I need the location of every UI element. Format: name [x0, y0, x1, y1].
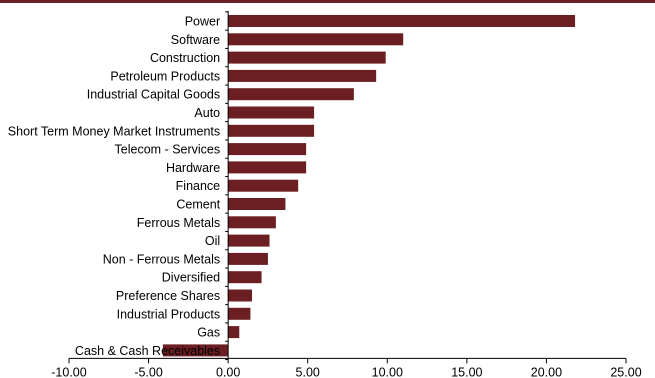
category-label-4: Industrial Capital Goods	[87, 88, 220, 102]
bar-4	[228, 88, 354, 101]
category-label-5: Auto	[194, 106, 220, 120]
x-tick-label-6: 20.00	[531, 365, 562, 378]
x-tick-label-4: 10.00	[372, 365, 403, 378]
bar-5	[228, 106, 315, 119]
x-tick-label-5: 15.00	[451, 365, 482, 378]
category-label-15: Preference Shares	[116, 289, 220, 303]
tick-labels-group: -10.00 -5.00 0.00 5.00 10.00 15.00 20.00 25.00	[51, 365, 641, 378]
category-label-10: Cement	[176, 198, 220, 212]
category-label-11: Ferrous Metals	[137, 216, 220, 230]
bar-0	[228, 15, 576, 27]
bar-15	[228, 289, 253, 302]
bar-13	[228, 252, 268, 265]
bar-6	[228, 124, 315, 137]
bar-1	[228, 33, 404, 46]
bar-10	[228, 198, 286, 210]
bar-3	[228, 69, 377, 82]
category-label-14: Diversified	[162, 271, 220, 285]
x-tick-label-2: 0.00	[216, 365, 240, 378]
category-label-16: Industrial Products	[117, 307, 221, 321]
category-label-17: Gas	[197, 326, 220, 340]
bars-group	[162, 15, 576, 357]
bar-18	[162, 344, 229, 357]
category-label-2: Construction	[150, 51, 220, 65]
category-label-7: Telecom - Services	[115, 143, 221, 157]
x-tick-label-1: -5.00	[134, 365, 163, 378]
bar-16	[228, 307, 251, 320]
bar-17	[228, 326, 240, 339]
category-label-1: Software	[171, 33, 220, 47]
x-tick-label-7: 25.00	[610, 365, 641, 378]
x-tick-label-3: 5.00	[296, 365, 320, 378]
bar-7	[228, 143, 307, 156]
x-tick-label-0: -10.00	[51, 365, 86, 378]
bar-11	[228, 216, 276, 229]
category-label-0: Power	[185, 15, 220, 29]
category-labels-group: Power Software Construction Petroleum Produ…	[8, 15, 221, 358]
bar-2	[228, 51, 386, 64]
bar-8	[228, 161, 307, 174]
bar-12	[228, 234, 270, 247]
bar-9	[228, 179, 299, 192]
category-label-9: Finance	[176, 179, 221, 193]
category-label-13: Non - Ferrous Metals	[103, 252, 220, 266]
category-label-6: Short Term Money Market Instruments	[8, 124, 220, 138]
top-rule	[0, 0, 655, 3]
axes-group	[68, 10, 627, 364]
category-label-8: Hardware	[166, 161, 220, 175]
category-label-18: Cash & Cash Receivables	[75, 344, 220, 358]
bar-14	[228, 271, 262, 284]
category-label-12: Oil	[205, 234, 220, 248]
category-label-3: Petroleum Products	[110, 69, 220, 83]
